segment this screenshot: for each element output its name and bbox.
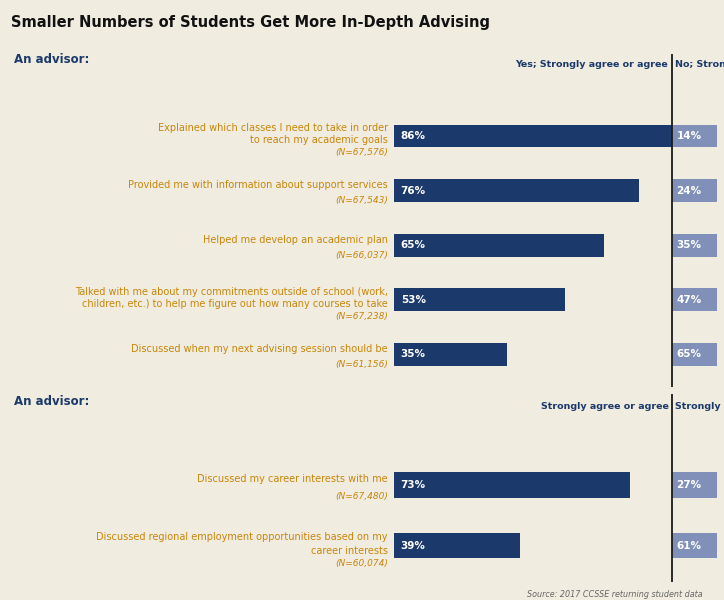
Text: Source: 2017 CCSSE returning student data: Source: 2017 CCSSE returning student dat… (526, 590, 702, 599)
Bar (395, 343, 507, 366)
Text: 35%: 35% (676, 240, 702, 250)
Text: Discussed when my next advising session should be: Discussed when my next advising session … (131, 344, 388, 354)
Text: (N=67,543): (N=67,543) (335, 196, 388, 205)
Text: No; Strongly disagree or disagree: No; Strongly disagree or disagree (675, 61, 724, 70)
Text: 65%: 65% (400, 240, 426, 250)
Text: (N=67,576): (N=67,576) (335, 148, 388, 157)
Text: (N=61,156): (N=61,156) (335, 360, 388, 369)
Text: (N=66,037): (N=66,037) (335, 251, 388, 260)
Text: 76%: 76% (400, 185, 426, 196)
Text: (N=67,480): (N=67,480) (335, 491, 388, 500)
Bar (672, 533, 724, 559)
Text: 35%: 35% (400, 349, 426, 359)
Text: Helped me develop an academic plan: Helped me develop an academic plan (203, 235, 388, 245)
Bar (672, 472, 724, 498)
Bar (395, 234, 604, 257)
Bar (395, 533, 520, 559)
Text: 14%: 14% (676, 131, 702, 141)
Text: 65%: 65% (676, 349, 702, 359)
Text: children, etc.) to help me figure out how many courses to take: children, etc.) to help me figure out ho… (82, 299, 388, 309)
Bar (395, 472, 630, 498)
Text: 39%: 39% (400, 541, 426, 551)
Text: 27%: 27% (676, 480, 702, 490)
Text: 73%: 73% (400, 480, 426, 490)
Bar (672, 125, 717, 148)
Text: Talked with me about my commitments outside of school (work,: Talked with me about my commitments outs… (75, 287, 388, 297)
Text: (N=60,074): (N=60,074) (335, 559, 388, 568)
Text: 53%: 53% (400, 295, 426, 305)
Text: An advisor:: An advisor: (14, 395, 89, 407)
Bar (672, 234, 724, 257)
Bar (395, 179, 639, 202)
Text: Explained which classes I need to take in order: Explained which classes I need to take i… (158, 124, 388, 133)
Text: Discussed my career interests with me: Discussed my career interests with me (197, 474, 388, 484)
Text: to reach my academic goals: to reach my academic goals (250, 136, 388, 145)
Text: Yes; Strongly agree or agree: Yes; Strongly agree or agree (515, 61, 668, 70)
Bar (672, 179, 724, 202)
Text: An advisor:: An advisor: (14, 53, 89, 66)
Text: Smaller Numbers of Students Get More In-Depth Advising: Smaller Numbers of Students Get More In-… (11, 15, 490, 30)
Text: Discussed regional employment opportunities based on my: Discussed regional employment opportunit… (96, 532, 388, 542)
Bar (672, 289, 724, 311)
Text: Strongly disagree or disagree: Strongly disagree or disagree (675, 402, 724, 411)
Text: (N=67,238): (N=67,238) (335, 311, 388, 320)
Bar (395, 125, 672, 148)
Text: Strongly agree or agree: Strongly agree or agree (541, 402, 668, 411)
Bar (672, 343, 724, 366)
Bar (395, 289, 565, 311)
Text: Provided me with information about support services: Provided me with information about suppo… (128, 180, 388, 190)
Text: 86%: 86% (400, 131, 426, 141)
Text: career interests: career interests (311, 545, 388, 556)
Text: 24%: 24% (676, 185, 702, 196)
Text: 47%: 47% (676, 295, 702, 305)
Text: 61%: 61% (676, 541, 702, 551)
